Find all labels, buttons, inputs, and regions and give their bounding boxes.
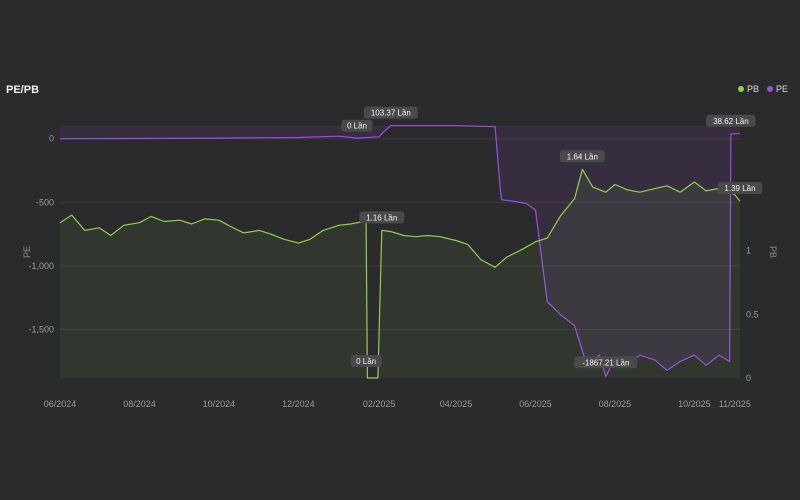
annotation-label: 0 Lần [356, 357, 376, 366]
x-tick-label: 08/2024 [123, 399, 156, 409]
y-right-axis-label: PB [768, 246, 778, 258]
x-tick-label: 10/2024 [203, 399, 236, 409]
annotation-label: 103.37 Lần [371, 109, 411, 118]
legend-label-pb: PB [746, 84, 759, 94]
legend-dot-pb-icon [737, 86, 744, 92]
annotation-badge [574, 356, 638, 369]
legend-item-pe[interactable]: PE [766, 84, 788, 94]
y-left-tick-label: -1,500 [28, 325, 54, 335]
x-tick-label: 04/2025 [440, 399, 473, 409]
x-tick-label: 06/2024 [44, 399, 77, 409]
legend: PB PE [737, 84, 788, 94]
y-right-tick-label: 1 [746, 246, 751, 256]
x-tick-label: 10/2025 [678, 399, 711, 409]
y-left-tick-label: 0 [49, 134, 54, 144]
chart-title: PE/PB [6, 84, 40, 96]
annotation-label: 1.16 Lần [366, 213, 397, 222]
annotation-label: -1867.21 Lần [582, 358, 629, 367]
annotation-badge [559, 150, 605, 163]
annotation-badge [359, 211, 405, 224]
pe-series-line [59, 125, 740, 377]
annotation-badge [341, 119, 373, 132]
annotation-label: 0 Lần [347, 122, 367, 131]
annotation-label: 1.64 Lần [567, 152, 598, 161]
annotation-label: 1.39 Lần [724, 184, 755, 193]
x-tick-label: 08/2025 [599, 399, 632, 409]
y-right-tick-label: 0.5 [746, 309, 759, 319]
x-tick-label: 11/2025 [719, 399, 751, 409]
pb-area-fill [60, 169, 740, 378]
x-tick-label: 02/2025 [363, 399, 396, 409]
annotation-badge [717, 182, 763, 195]
legend-item-pb[interactable]: PB [737, 84, 759, 94]
x-tick-label: 12/2024 [282, 399, 315, 409]
legend-dot-pe-icon [766, 86, 773, 92]
y-left-tick-label: -1,000 [28, 261, 54, 271]
x-tick-label: 06/2025 [519, 399, 552, 409]
pe-area-fill [60, 125, 740, 377]
y-right-tick-label: 0 [746, 373, 751, 383]
y-left-tick-label: -500 [36, 197, 54, 207]
y-left-axis-label: PE [22, 246, 32, 258]
annotation-badge [706, 114, 756, 127]
pb-series-line [59, 168, 741, 379]
legend-label-pe: PE [775, 84, 788, 94]
annotation-badge [363, 106, 418, 119]
annotation-label: 38.62 Lần [713, 117, 749, 126]
annotation-badge [350, 355, 382, 367]
